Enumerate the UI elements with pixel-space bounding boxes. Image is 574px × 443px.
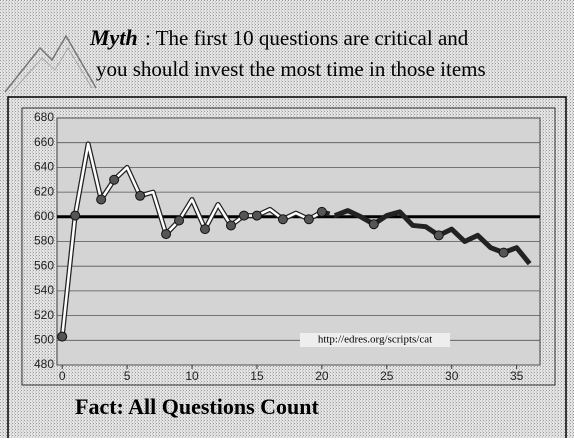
x-tick-label: 35 xyxy=(510,369,524,383)
data-point xyxy=(97,195,106,204)
data-point xyxy=(434,231,443,240)
data-point xyxy=(304,215,313,224)
x-tick-label: 5 xyxy=(124,369,131,383)
y-tick-label: 560 xyxy=(34,258,54,272)
y-tick-label: 620 xyxy=(34,184,54,198)
x-tick-label: 0 xyxy=(59,369,66,383)
x-tick-label: 30 xyxy=(445,369,459,383)
data-point xyxy=(317,207,326,216)
data-point xyxy=(226,221,235,230)
x-tick-label: 15 xyxy=(250,369,264,383)
data-point xyxy=(499,248,508,257)
data-point xyxy=(175,216,184,225)
y-tick-label: 600 xyxy=(34,209,54,223)
data-point xyxy=(369,220,378,229)
myth-label: Myth xyxy=(89,25,138,50)
data-point xyxy=(136,191,145,200)
myth-text: : The first 10 questions are critical an… xyxy=(145,26,469,50)
annotation: http://edres.org/scripts/cat xyxy=(318,334,432,346)
data-point xyxy=(252,211,261,220)
y-tick-label: 500 xyxy=(34,332,54,346)
y-tick-label: 480 xyxy=(34,357,54,371)
x-tick-label: 10 xyxy=(185,369,199,383)
fact-text: Fact: All Questions Count xyxy=(75,394,320,419)
y-tick-label: 520 xyxy=(34,308,54,322)
data-point xyxy=(162,230,171,239)
data-point xyxy=(278,215,287,224)
y-tick-label: 640 xyxy=(34,160,54,174)
y-tick-label: 580 xyxy=(34,234,54,248)
y-tick-label: 540 xyxy=(34,283,54,297)
x-tick-label: 25 xyxy=(380,369,394,383)
x-tick-label: 20 xyxy=(315,369,329,383)
data-point xyxy=(58,332,67,341)
data-point xyxy=(201,225,210,234)
slide: Myth : The first 10 questions are critic… xyxy=(0,0,574,438)
data-point xyxy=(239,211,248,220)
y-tick-label: 660 xyxy=(34,135,54,149)
y-tick-label: 680 xyxy=(34,110,54,124)
myth-text: you should invest the most time in those… xyxy=(96,57,486,81)
data-point xyxy=(71,211,80,220)
data-point xyxy=(110,175,119,184)
